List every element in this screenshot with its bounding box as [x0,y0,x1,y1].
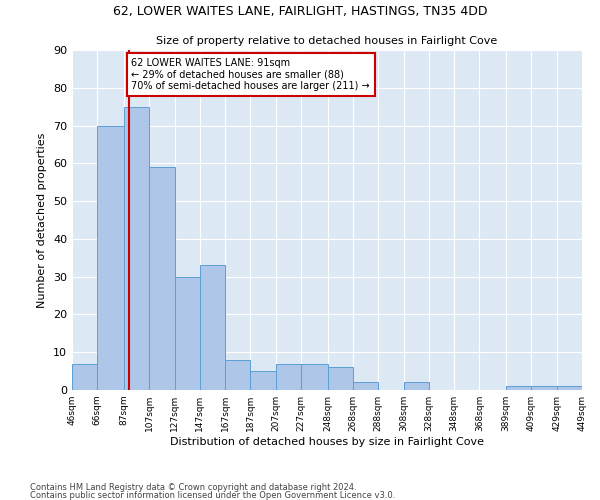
Bar [301,364,328,390]
Text: 62 LOWER WAITES LANE: 91sqm
← 29% of detached houses are smaller (88)
70% of sem: 62 LOWER WAITES LANE: 91sqm ← 29% of det… [131,58,370,91]
Bar [124,106,149,390]
Bar [225,360,250,390]
Text: 62, LOWER WAITES LANE, FAIRLIGHT, HASTINGS, TN35 4DD: 62, LOWER WAITES LANE, FAIRLIGHT, HASTIN… [113,5,487,18]
Bar [557,386,582,390]
Bar [250,371,276,390]
Text: Contains HM Land Registry data © Crown copyright and database right 2024.: Contains HM Land Registry data © Crown c… [30,484,356,492]
Bar [506,386,532,390]
X-axis label: Distribution of detached houses by size in Fairlight Cove: Distribution of detached houses by size … [170,437,484,447]
Bar [175,276,200,390]
Text: Contains public sector information licensed under the Open Government Licence v3: Contains public sector information licen… [30,490,395,500]
Bar [149,167,175,390]
Bar [328,368,353,390]
Y-axis label: Number of detached properties: Number of detached properties [37,132,47,308]
Bar [532,386,557,390]
Bar [353,382,378,390]
Bar [72,364,97,390]
Bar [404,382,429,390]
Title: Size of property relative to detached houses in Fairlight Cove: Size of property relative to detached ho… [157,36,497,46]
Bar [200,266,225,390]
Bar [276,364,301,390]
Bar [97,126,124,390]
